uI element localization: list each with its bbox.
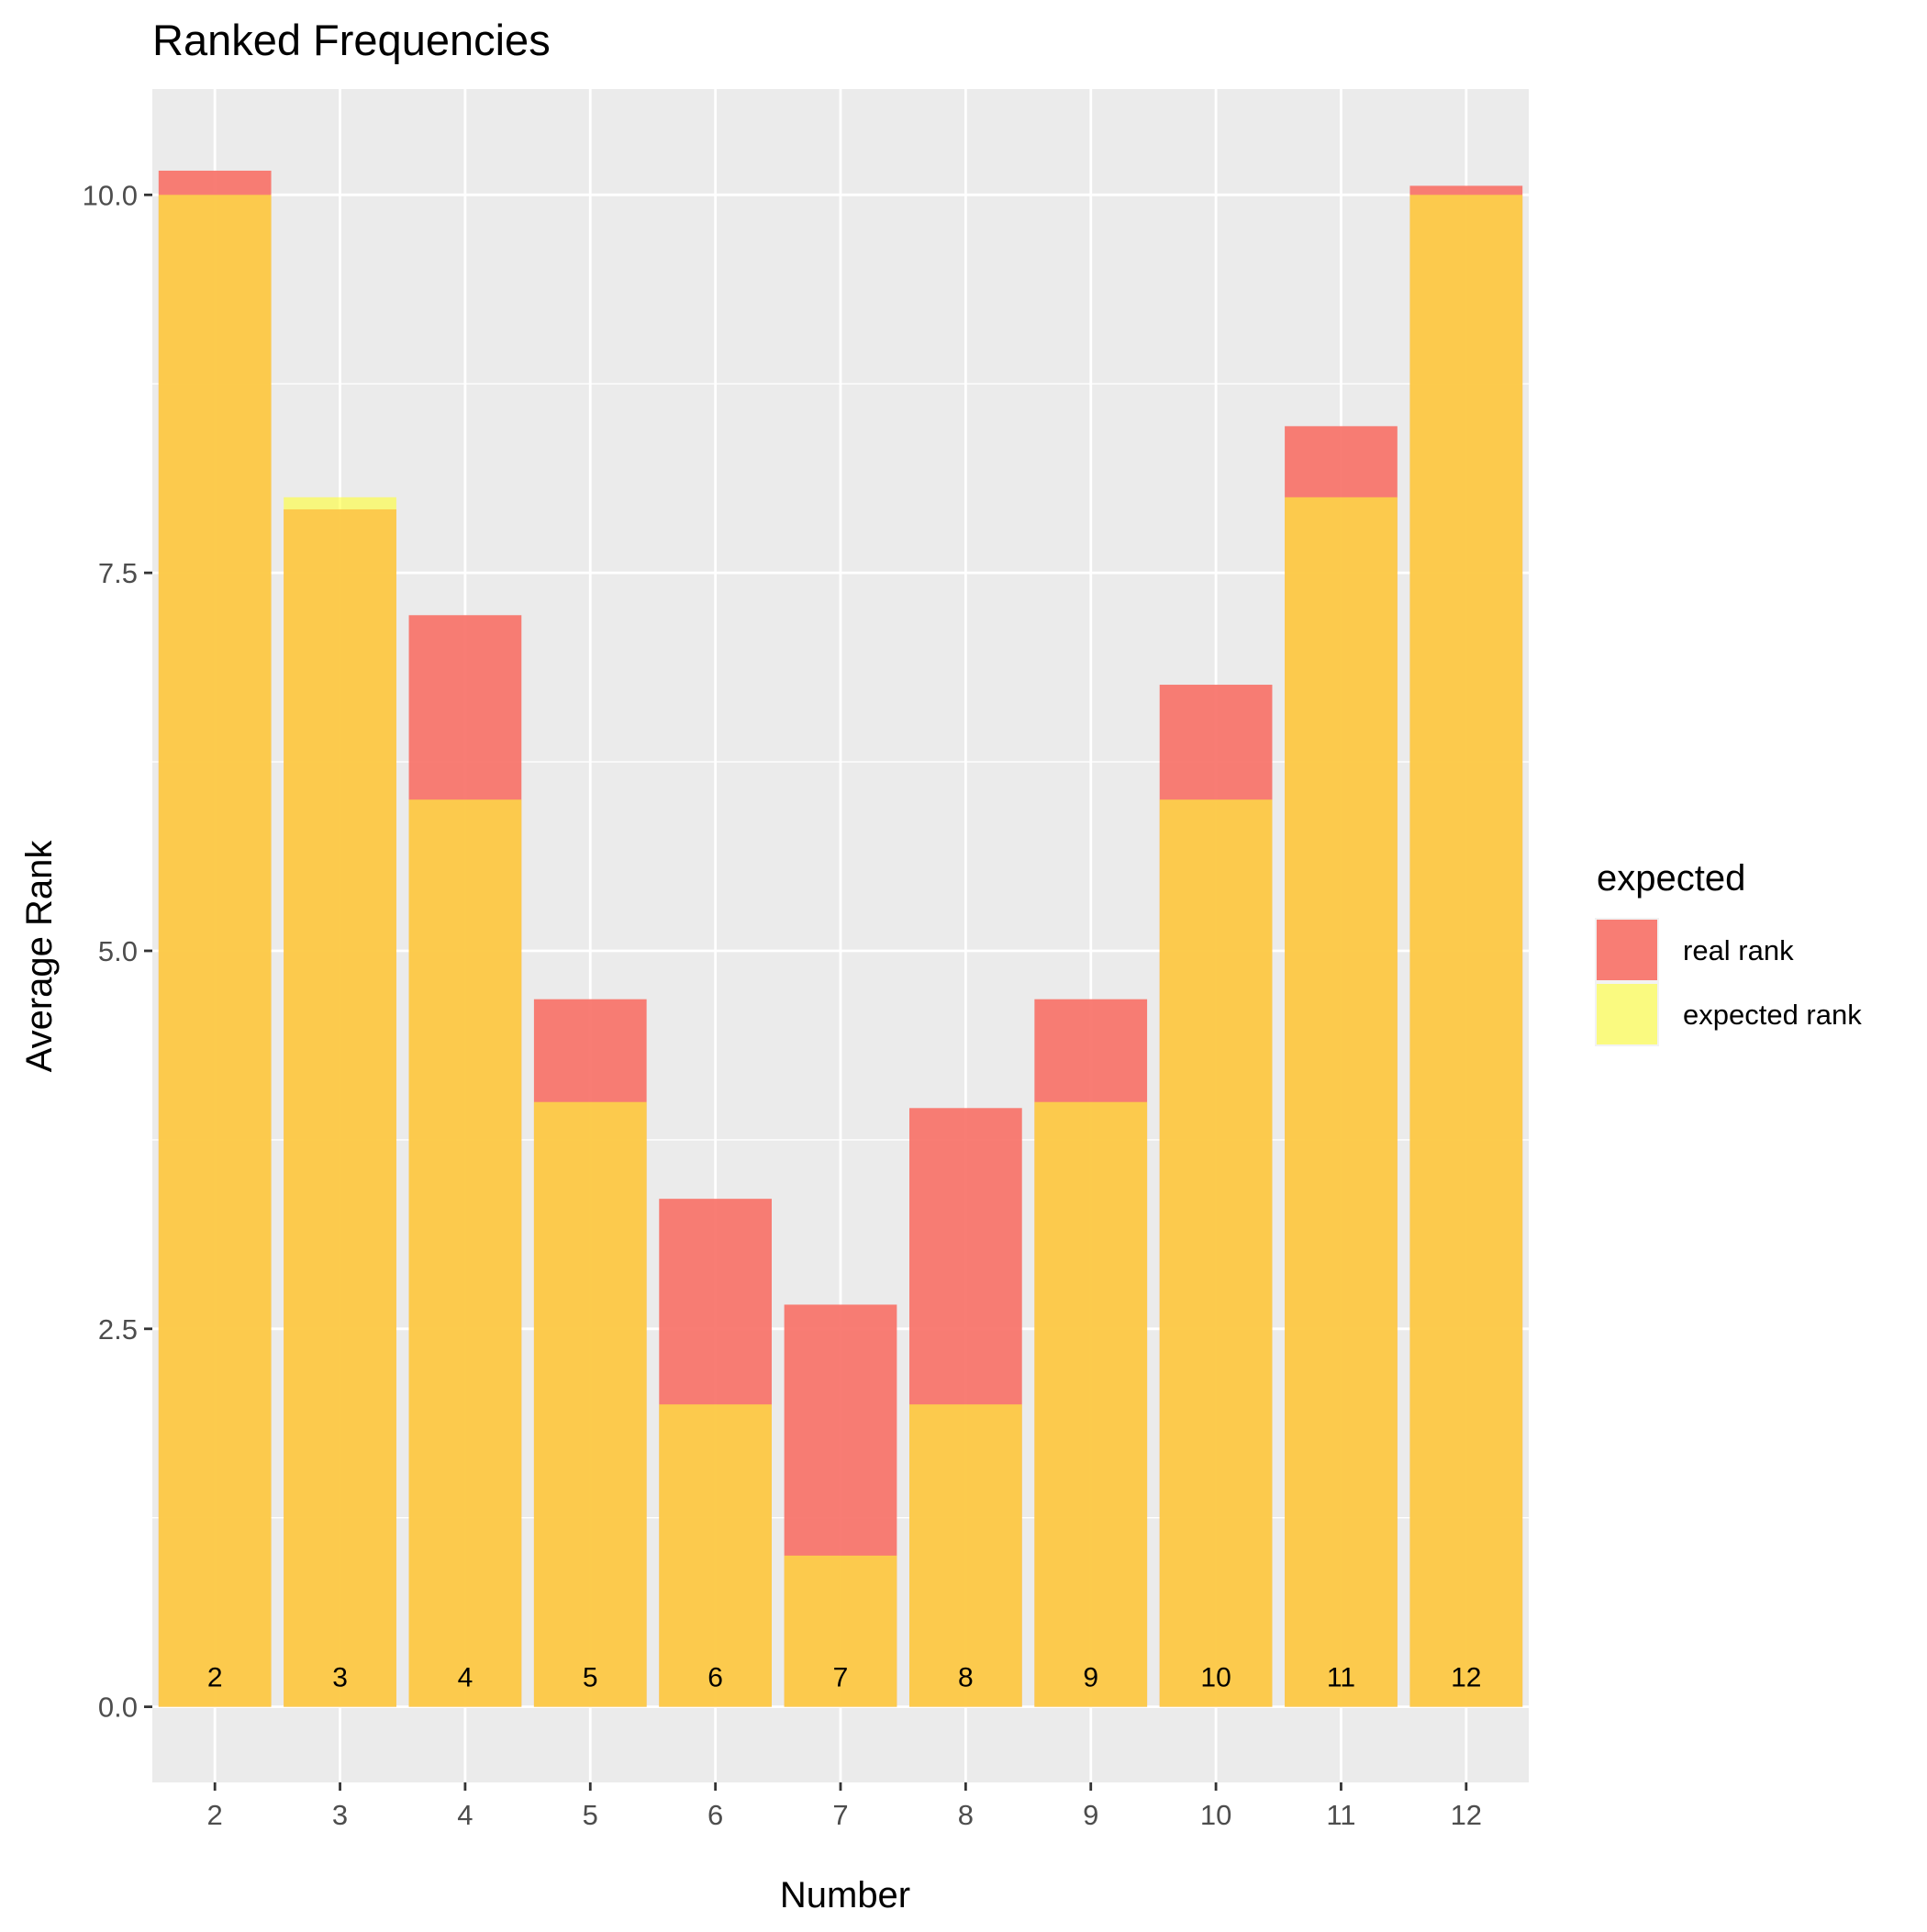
- bar-label: 11: [1327, 1663, 1355, 1693]
- bar-expected-rank: [784, 1555, 897, 1707]
- bar-label: 6: [707, 1663, 723, 1693]
- y-tick-label: 10.0: [83, 179, 138, 211]
- legend-key-real-rank: [1597, 920, 1657, 980]
- y-tick-label: 7.5: [98, 557, 138, 589]
- bar-label: 3: [332, 1663, 348, 1693]
- x-tick-label: 6: [707, 1799, 723, 1831]
- bar-expected-rank: [1034, 1101, 1148, 1707]
- y-tick-label: 2.5: [98, 1313, 138, 1346]
- legend-label: real rank: [1683, 934, 1794, 966]
- x-tick-label: 9: [1083, 1799, 1098, 1831]
- x-tick-label: 10: [1200, 1799, 1231, 1831]
- bar-label: 5: [583, 1663, 598, 1693]
- bar-expected-rank: [408, 799, 522, 1707]
- y-axis-label: Average Rank: [19, 840, 60, 1073]
- legend-key-expected-rank: [1597, 984, 1657, 1044]
- bar-label: 2: [207, 1663, 223, 1693]
- x-tick-label: 2: [207, 1799, 223, 1831]
- x-tick-label: 4: [457, 1799, 473, 1831]
- x-tick-label: 11: [1326, 1799, 1355, 1831]
- bar-label: 7: [833, 1663, 849, 1693]
- bar-label: 8: [958, 1663, 974, 1693]
- bar-label: 10: [1200, 1663, 1231, 1693]
- x-tick-label: 8: [958, 1799, 974, 1831]
- x-tick-label: 7: [832, 1799, 848, 1831]
- bar-label: 4: [458, 1663, 473, 1693]
- bar-expected-rank: [1159, 799, 1273, 1707]
- x-tick-label: 5: [583, 1799, 598, 1831]
- bar-expected-rank: [158, 195, 272, 1707]
- bar-expected-rank: [659, 1404, 772, 1707]
- legend-title: expected: [1597, 858, 1745, 899]
- y-tick-label: 5.0: [98, 935, 138, 967]
- bar-expected-rank: [533, 1101, 647, 1707]
- x-tick-label: 3: [332, 1799, 348, 1831]
- bar-expected-rank: [1285, 497, 1398, 1707]
- bar-expected-rank: [284, 497, 396, 1707]
- x-axis-label: Number: [780, 1875, 910, 1915]
- bar-expected-rank: [1409, 195, 1523, 1707]
- bar-expected-rank: [909, 1404, 1022, 1707]
- chart-title: Ranked Frequencies: [152, 16, 551, 64]
- bar-label: 12: [1451, 1663, 1481, 1693]
- x-tick-label: 12: [1451, 1799, 1482, 1831]
- y-tick-label: 0.0: [98, 1692, 138, 1724]
- legend-label: expected rank: [1683, 999, 1862, 1031]
- bar-label: 9: [1083, 1663, 1098, 1693]
